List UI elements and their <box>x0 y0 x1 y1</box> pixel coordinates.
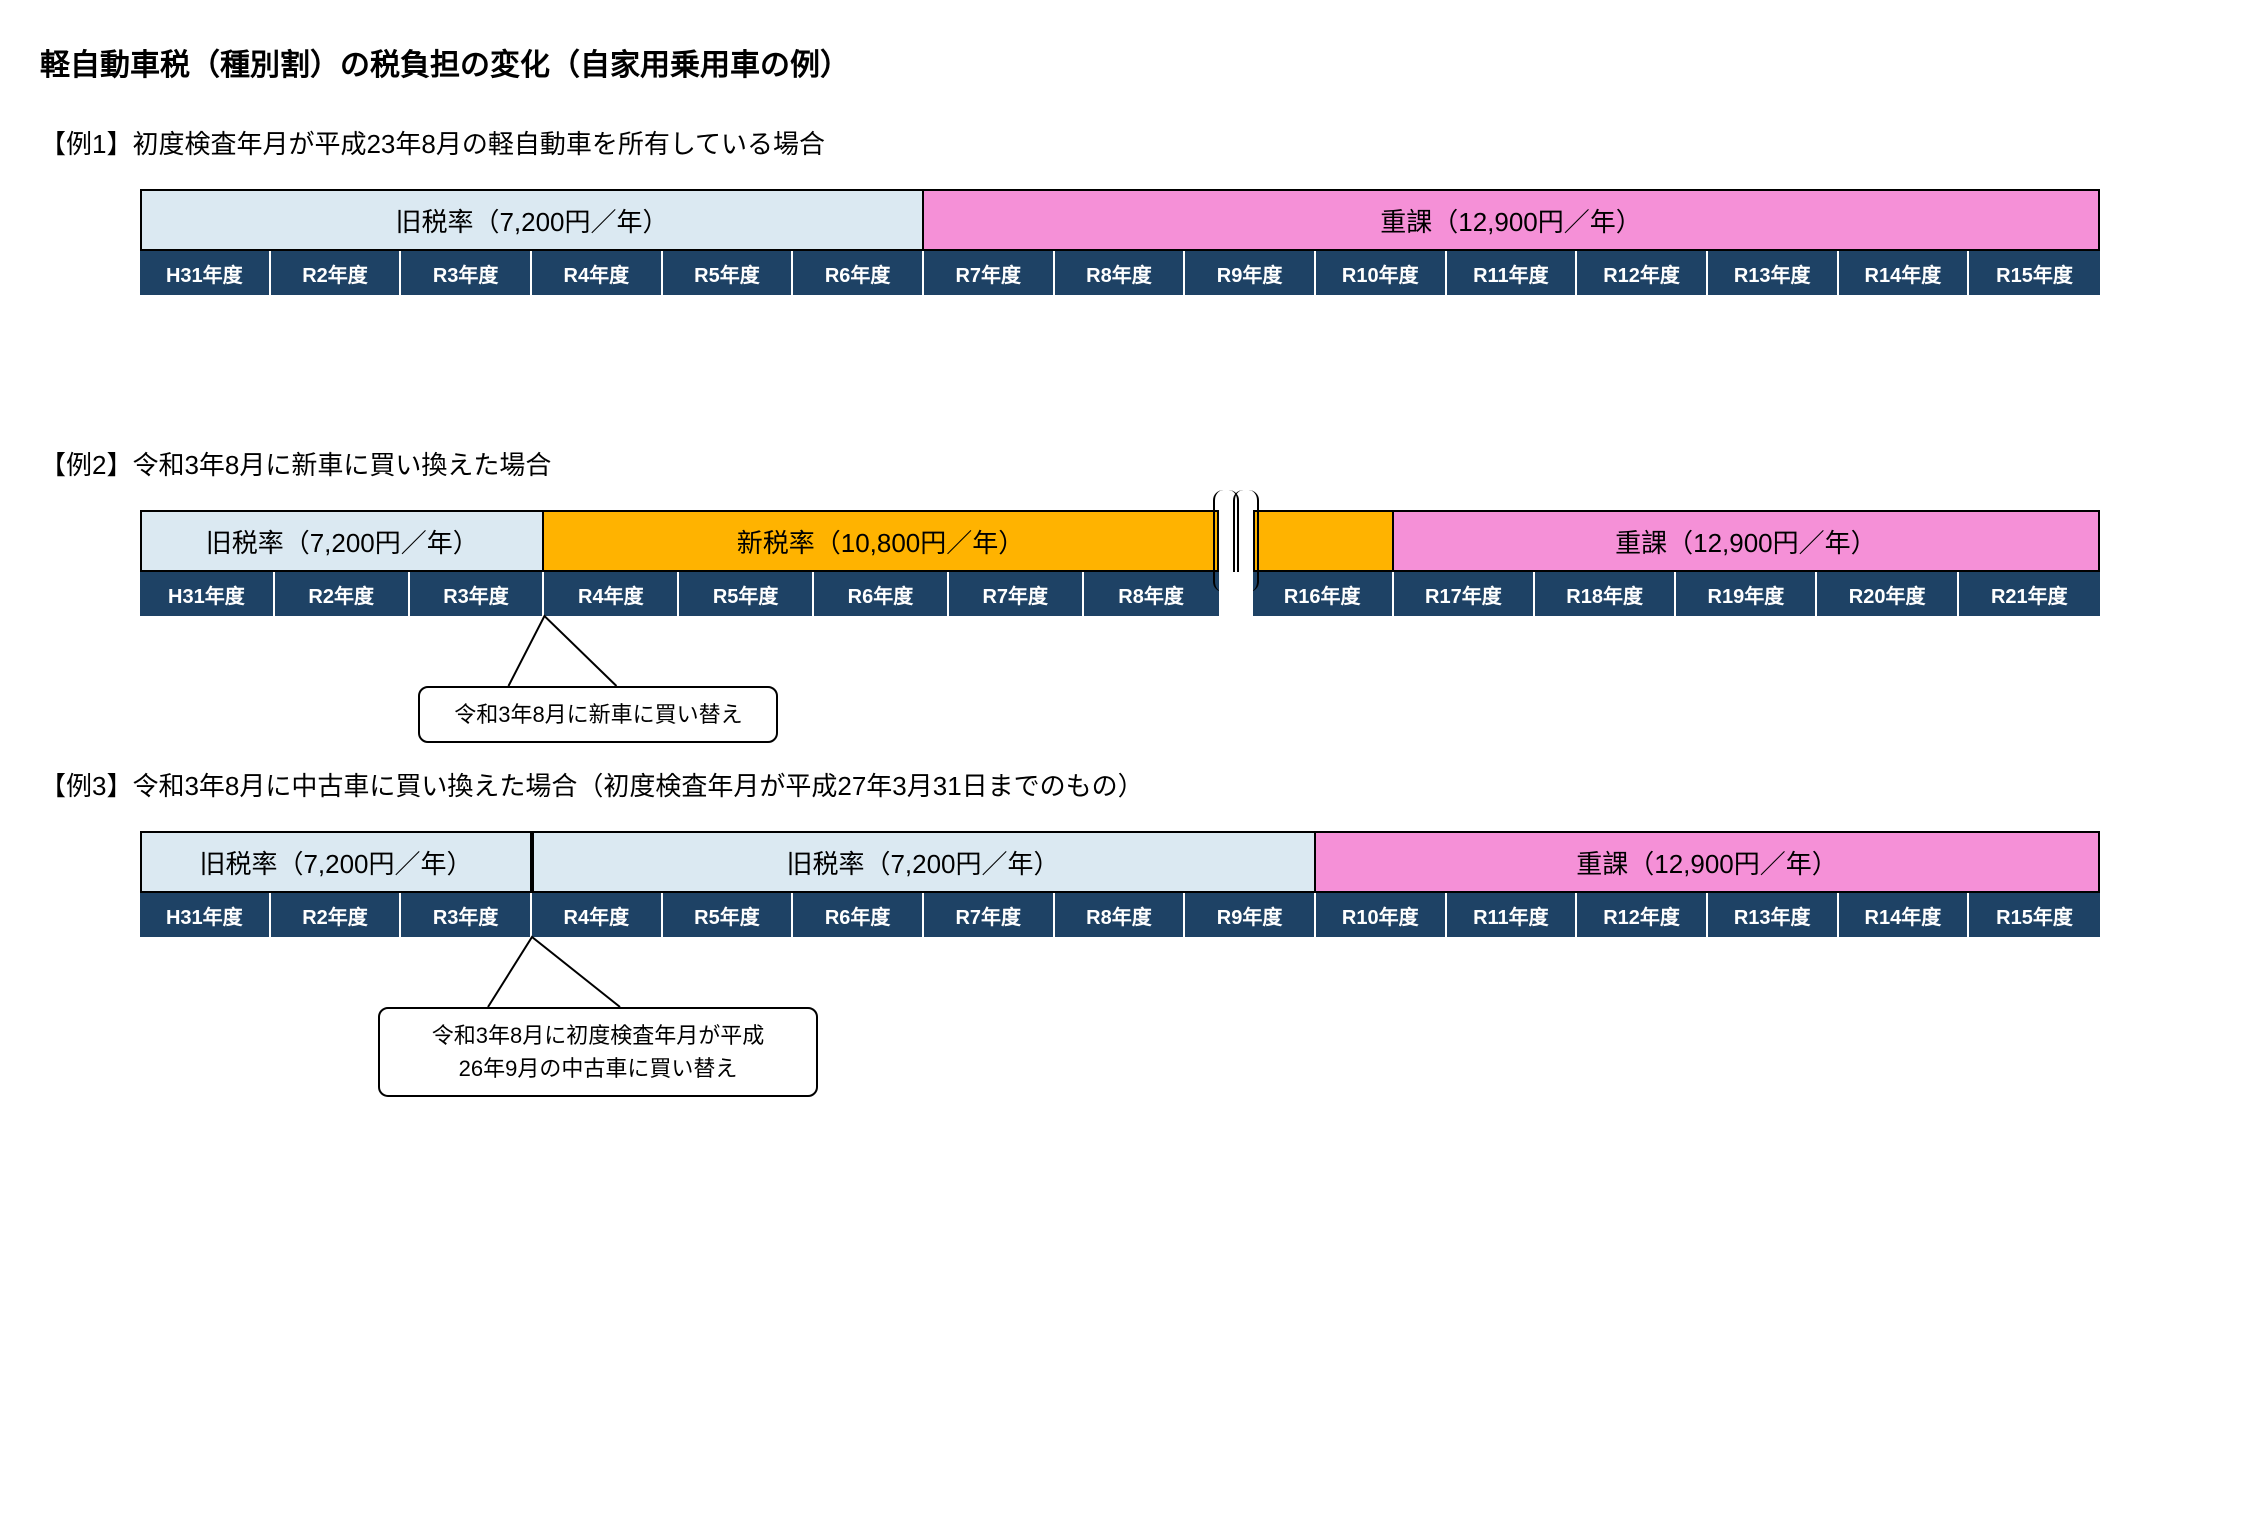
example-heading: 【例1】初度検査年月が平成23年8月の軽自動車を所有している場合 <box>40 124 2203 161</box>
example-heading: 【例3】令和3年8月に中古車に買い換えた場合（初度検査年月が平成27年3月31日… <box>40 766 2203 803</box>
year-cell: R9年度 <box>1185 251 1316 295</box>
year-cell: R13年度 <box>1708 251 1839 295</box>
year-cell: R5年度 <box>663 251 794 295</box>
year-cell: R8年度 <box>1055 251 1186 295</box>
band-row: 旧税率（7,200円／年）重課（12,900円／年） <box>140 189 2100 251</box>
page-title: 軽自動車税（種別割）の税負担の変化（自家用乗用車の例） <box>40 40 2203 84</box>
timeline: 旧税率（7,200円／年）重課（12,900円／年）H31年度R2年度R3年度R… <box>140 189 2100 295</box>
year-cell: H31年度 <box>140 251 271 295</box>
year-cell: R11年度 <box>1447 251 1578 295</box>
page: 軽自動車税（種別割）の税負担の変化（自家用乗用車の例） 【例1】初度検査年月が平… <box>0 0 2243 1167</box>
examples-container: 【例1】初度検査年月が平成23年8月の軽自動車を所有している場合旧税率（7,20… <box>40 124 2203 937</box>
example-heading: 【例2】令和3年8月に新車に買い換えた場合 <box>40 445 2203 482</box>
year-cell: R4年度 <box>532 251 663 295</box>
callout-line: 26年9月の中古車に買い替え <box>398 1052 798 1085</box>
callout-box: 令和3年8月に初度検査年月が平成26年9月の中古車に買い替え <box>378 1007 818 1097</box>
year-cell: R12年度 <box>1577 251 1708 295</box>
callout-pointer <box>140 510 2100 690</box>
callout-pointer <box>140 831 2100 1011</box>
year-cell: R6年度 <box>793 251 924 295</box>
timeline: 旧税率（7,200円／年）旧税率（7,200円／年）重課（12,900円／年）H… <box>140 831 2100 937</box>
year-row: H31年度R2年度R3年度R4年度R5年度R6年度R7年度R8年度R9年度R10… <box>140 251 2100 295</box>
year-cell: R2年度 <box>271 251 402 295</box>
year-cell: R15年度 <box>1969 251 2100 295</box>
ex1: 【例1】初度検査年月が平成23年8月の軽自動車を所有している場合旧税率（7,20… <box>40 124 2203 295</box>
timeline: 旧税率（7,200円／年）新税率（10,800円／年）重課（12,900円／年）… <box>140 510 2100 616</box>
callout-box: 令和3年8月に新車に買い替え <box>418 686 778 743</box>
ex2: 【例2】令和3年8月に新車に買い換えた場合旧税率（7,200円／年）新税率（10… <box>40 445 2203 616</box>
rate-band: 重課（12,900円／年） <box>924 189 2100 251</box>
callout-line: 令和3年8月に初度検査年月が平成 <box>398 1019 798 1052</box>
year-cell: R7年度 <box>924 251 1055 295</box>
year-cell: R14年度 <box>1839 251 1970 295</box>
rate-band: 旧税率（7,200円／年） <box>140 189 924 251</box>
year-cell: R3年度 <box>401 251 532 295</box>
year-cell: R10年度 <box>1316 251 1447 295</box>
ex3: 【例3】令和3年8月に中古車に買い換えた場合（初度検査年月が平成27年3月31日… <box>40 766 2203 937</box>
callout-line: 令和3年8月に新車に買い替え <box>438 698 758 731</box>
